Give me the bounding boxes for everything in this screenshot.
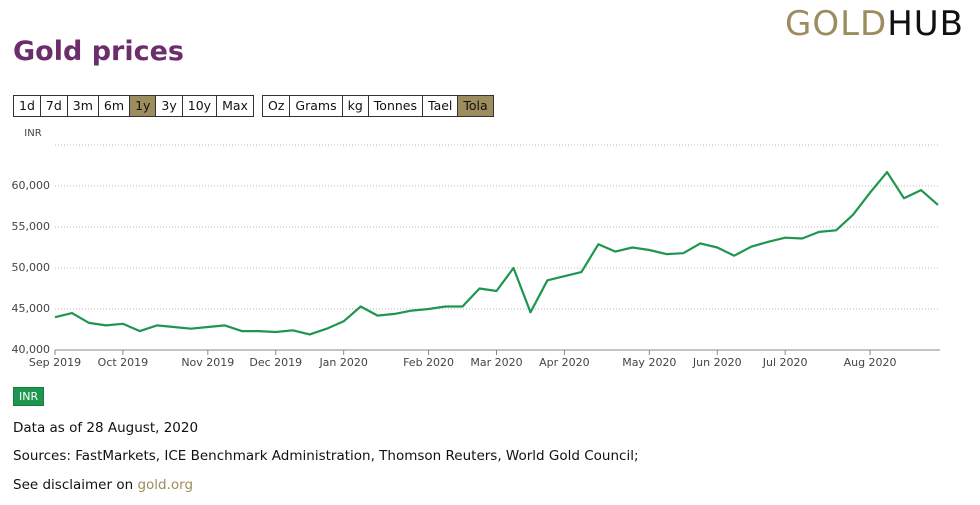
- x-tick-label: Feb 2020: [403, 356, 454, 369]
- page-title: Gold prices: [13, 36, 184, 67]
- x-tick-label: Aug 2020: [844, 356, 897, 369]
- toggle-button[interactable]: Max: [216, 95, 254, 117]
- y-axis-label: INR: [24, 128, 41, 139]
- x-tick-label: Jan 2020: [318, 356, 367, 369]
- chart: INR 40,000 45,000 50,000 55,000 60,000 Sep 201…: [12, 128, 940, 369]
- logo-hub: HUB: [887, 4, 964, 44]
- x-tick-label: Mar 2020: [470, 356, 522, 369]
- link[interactable]: gold.org: [137, 477, 194, 493]
- sources: Sources: FastMarkets, ICE Benchmark Admi…: [13, 448, 639, 464]
- y-tick-label: 50,000: [12, 261, 51, 274]
- toggle-button[interactable]: Tola: [457, 95, 494, 117]
- x-tick-label: Apr 2020: [539, 356, 590, 369]
- currency-button[interactable]: INR: [13, 387, 45, 406]
- toggle-button[interactable]: 3y: [155, 95, 183, 117]
- price-line: [54, 171, 939, 336]
- as-of: Data as of 28 August, 2020: [13, 420, 199, 436]
- x-tick-label: May 2020: [622, 356, 676, 369]
- toggle-button[interactable]: 1d: [13, 95, 41, 117]
- toggle-button[interactable]: Tonnes: [367, 95, 423, 117]
- x-tick-label: Nov 2019: [181, 356, 234, 369]
- disclaimer-text: See disclaimer on: [13, 477, 134, 493]
- toggle-button[interactable]: 7d: [39, 95, 68, 117]
- x-tick-label: Oct 2019: [98, 356, 149, 369]
- toggle-button[interactable]: kg: [341, 95, 369, 117]
- toggle-button[interactable]: Tael: [422, 95, 459, 117]
- logo-gold: GOLD: [784, 4, 888, 44]
- toggle-button[interactable]: 3m: [66, 95, 99, 117]
- x-tick-label: Jul 2020: [762, 356, 808, 369]
- range-buttons: 1d 7d 3m 6m 1y 3y 10y Max: [13, 95, 254, 117]
- toggle-button[interactable]: 10y: [181, 95, 218, 117]
- y-tick-label: 45,000: [12, 302, 51, 315]
- y-tick-label: 60,000: [12, 179, 51, 192]
- toggle-button[interactable]: Grams: [289, 95, 343, 117]
- toggle-button[interactable]: Oz: [262, 95, 291, 117]
- x-tick-label: Sep 2019: [29, 356, 81, 369]
- disclaimer: See disclaimer on gold.org: [13, 477, 193, 493]
- toggle-button[interactable]: 1y: [129, 95, 157, 117]
- unit-buttons: Oz Grams kg Tonnes Tael Tola: [262, 95, 494, 117]
- y-tick-label: 40,000: [12, 343, 51, 356]
- logo: GOLDHUB: [785, 4, 964, 44]
- y-tick-label: 55,000: [12, 220, 51, 233]
- x-tick-label: Jun 2020: [692, 356, 742, 369]
- toggle-button[interactable]: 6m: [97, 95, 131, 117]
- x-tick-label: Dec 2019: [249, 356, 302, 369]
